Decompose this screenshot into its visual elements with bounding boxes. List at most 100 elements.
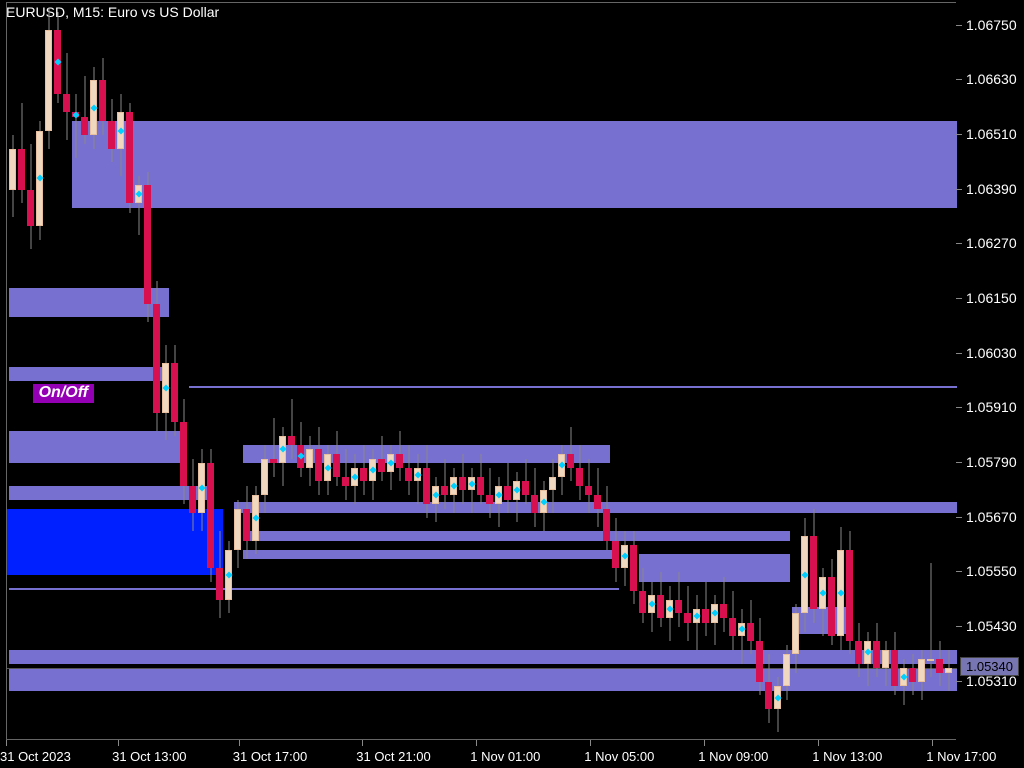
candlestick: [369, 449, 376, 499]
support-resistance-zone: [9, 367, 169, 381]
candlestick: [540, 481, 547, 531]
y-axis-label: 1.06750: [966, 17, 1017, 33]
candlestick: [891, 632, 898, 696]
candlestick: [945, 650, 952, 691]
candlestick: [567, 427, 574, 482]
candlestick: [306, 436, 313, 486]
candlestick: [360, 445, 367, 495]
candlestick: [297, 422, 304, 477]
candlestick: [387, 445, 394, 491]
support-resistance-zone: [243, 550, 619, 559]
y-axis-label: 1.06390: [966, 181, 1017, 197]
candlestick: [594, 468, 601, 527]
candlestick: [765, 654, 772, 722]
candlestick: [522, 459, 529, 505]
x-axis-label: 1 Nov 05:00: [584, 749, 654, 764]
candlestick: [513, 472, 520, 522]
candlestick: [603, 486, 610, 550]
candlestick: [864, 632, 871, 687]
candlestick: [333, 431, 340, 486]
candlestick: [162, 345, 169, 441]
y-axis-label: 1.05550: [966, 563, 1017, 579]
candlestick: [90, 67, 97, 149]
current-price-value: 1.05340: [966, 659, 1013, 674]
candlestick: [414, 454, 421, 504]
candlestick: [351, 454, 358, 504]
candlestick: [675, 572, 682, 627]
x-axis-label: 1 Nov 17:00: [926, 749, 996, 764]
support-resistance-zone: [9, 431, 187, 463]
y-axis-label: 1.05910: [966, 399, 1017, 415]
y-axis-label: 1.06030: [966, 345, 1017, 361]
candlestick: [108, 99, 115, 163]
candlestick: [693, 595, 700, 650]
candlestick: [576, 445, 583, 500]
candlestick: [684, 586, 691, 641]
level-line: [9, 588, 619, 590]
candlestick: [612, 518, 619, 582]
candlestick: [918, 650, 925, 700]
candlestick: [144, 172, 151, 322]
candlestick: [45, 8, 52, 149]
candlestick: [873, 623, 880, 678]
candlestick: [774, 677, 781, 732]
candlestick: [252, 486, 259, 554]
candlestick: [18, 103, 25, 203]
y-axis-label: 1.06150: [966, 290, 1017, 306]
candlestick: [711, 595, 718, 645]
candlestick: [648, 582, 655, 632]
candlestick: [585, 459, 592, 514]
candlestick: [216, 531, 223, 618]
candlestick: [783, 645, 790, 700]
candlestick: [810, 509, 817, 623]
candlestick: [504, 463, 511, 513]
candlestick: [9, 135, 16, 217]
x-axis-label: 1 Nov 09:00: [698, 749, 768, 764]
candlestick: [270, 418, 277, 477]
candlestick: [234, 500, 241, 568]
candlestick: [747, 600, 754, 655]
x-axis-label: 31 Oct 2023: [0, 749, 71, 764]
candlestick: [846, 531, 853, 654]
current-price-marker: 1.05340: [960, 657, 1019, 676]
candlestick: [936, 641, 943, 687]
y-axis-label: 1.06510: [966, 126, 1017, 142]
candlestick: [720, 577, 727, 632]
candlestick: [198, 449, 205, 531]
candlestick: [657, 572, 664, 627]
candlestick: [666, 586, 673, 641]
candlestick: [81, 76, 88, 144]
support-resistance-zone: [9, 668, 957, 691]
candlestick: [243, 486, 250, 559]
x-axis-label: 1 Nov 13:00: [812, 749, 882, 764]
candlestick: [468, 468, 475, 514]
candlestick: [927, 563, 934, 677]
support-resistance-zone: [243, 531, 790, 541]
candlestick: [324, 445, 331, 495]
y-axis-label: 1.05670: [966, 509, 1017, 525]
candlestick: [477, 454, 484, 504]
candlestick: [171, 345, 178, 436]
candlestick: [702, 582, 709, 637]
chart-container: EURUSD, M15: Euro vs US Dollar 1.067501.…: [0, 0, 1024, 768]
candlestick: [27, 144, 34, 249]
candlestick: [225, 541, 232, 614]
candlestick: [729, 591, 736, 650]
onoff-toggle[interactable]: On/Off: [33, 384, 94, 403]
candlestick: [180, 399, 187, 504]
candlestick: [315, 427, 322, 495]
onoff-label: On/Off: [39, 384, 88, 401]
candlestick: [756, 618, 763, 695]
candlestick: [288, 399, 295, 458]
candlestick: [423, 445, 430, 518]
candlestick: [36, 121, 43, 239]
candlestick: [126, 103, 133, 212]
candlestick: [738, 609, 745, 664]
candlestick: [279, 427, 286, 486]
x-axis-label: 31 Oct 17:00: [233, 749, 307, 764]
candlestick: [405, 445, 412, 495]
candlestick: [459, 454, 466, 504]
level-line: [189, 386, 957, 388]
candlestick: [432, 477, 439, 523]
plot-area[interactable]: [6, 2, 956, 740]
